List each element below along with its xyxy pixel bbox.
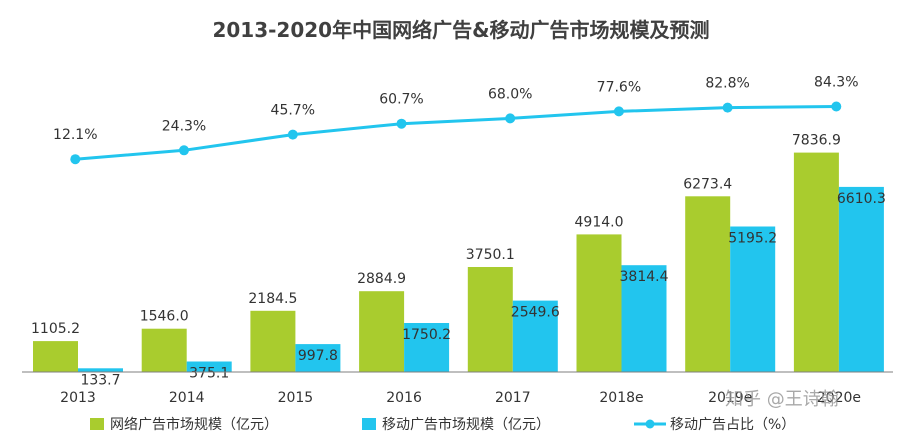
line-mobile-share bbox=[75, 105, 837, 161]
bar-mobile-ads-2013 bbox=[78, 368, 123, 372]
bar-mobile-ads-2015 bbox=[295, 344, 341, 372]
data-label-mobile-ads-2019e: 5195.2 bbox=[728, 231, 777, 247]
data-label-mobile-ads-2016: 1750.2 bbox=[402, 327, 451, 343]
x-tick-label-2017: 2017 bbox=[495, 390, 531, 406]
x-tick-label-2018e: 2018e bbox=[599, 390, 643, 406]
legend-swatch-mobile-share-marker bbox=[645, 419, 655, 429]
watermark: 知乎 @王诗翰 bbox=[725, 389, 839, 410]
bar-online-ads-2018e bbox=[576, 234, 622, 372]
data-label-mobile-ads-2017: 2549.6 bbox=[511, 305, 560, 321]
data-label-mobile-share-2014: 24.3% bbox=[162, 118, 206, 134]
data-label-online-ads-2017: 3750.1 bbox=[466, 247, 515, 263]
data-label-online-ads-2014: 1546.0 bbox=[140, 309, 189, 325]
labels-layer: 1105.2 133.7 1546.0 375.1 2184.5 997.8 2884.9 1… bbox=[31, 75, 886, 389]
point-mobile-share-2017 bbox=[505, 113, 516, 124]
data-label-online-ads-2015: 2184.5 bbox=[248, 291, 297, 307]
bar-mobile-ads-2019e bbox=[730, 226, 776, 372]
data-label-mobile-share-2016: 60.7% bbox=[379, 92, 423, 108]
data-label-mobile-share-2015: 45.7% bbox=[271, 103, 315, 119]
chart-title: 2013-2020年中国网络广告&移动广告市场规模及预测 bbox=[212, 18, 709, 42]
legend-swatch-online-ads bbox=[90, 418, 104, 430]
bar-online-ads-2019e bbox=[685, 196, 731, 372]
bar-mobile-ads-2016 bbox=[404, 323, 450, 372]
bar-mobile-ads-2020e bbox=[838, 186, 884, 372]
bar-online-ads-2020e bbox=[793, 152, 839, 372]
data-label-online-ads-2016: 2884.9 bbox=[357, 271, 406, 287]
data-label-online-ads-2018e: 4914.0 bbox=[575, 214, 624, 230]
data-label-mobile-share-2019e: 82.8% bbox=[705, 76, 749, 92]
bar-online-ads-2013 bbox=[33, 341, 78, 372]
data-label-mobile-share-2020e: 84.3% bbox=[814, 75, 858, 91]
bar-online-ads-2015 bbox=[250, 310, 296, 372]
x-tick-label-2013: 2013 bbox=[60, 390, 96, 406]
bar-online-ads-2016 bbox=[359, 291, 405, 372]
x-tick-label-2020e: 2020e bbox=[817, 390, 861, 406]
point-mobile-share-2013 bbox=[70, 154, 81, 165]
data-label-mobile-ads-2015: 997.8 bbox=[298, 348, 338, 364]
point-mobile-share-2014 bbox=[179, 145, 189, 156]
point-mobile-share-2020e bbox=[831, 101, 842, 112]
x-tick-label-2016: 2016 bbox=[386, 390, 422, 406]
data-label-mobile-ads-2020e: 6610.3 bbox=[837, 191, 886, 207]
bar-online-ads-2014 bbox=[141, 328, 187, 372]
x-tick-label-2014: 2014 bbox=[169, 390, 205, 406]
point-mobile-share-2015 bbox=[287, 129, 298, 140]
legend-swatch-mobile-ads bbox=[362, 418, 376, 430]
bar-online-ads-2017 bbox=[467, 267, 513, 372]
data-label-online-ads-2020e: 7836.9 bbox=[792, 133, 841, 149]
data-label-online-ads-2019e: 6273.4 bbox=[683, 176, 732, 192]
data-label-mobile-share-2013: 12.1% bbox=[53, 127, 97, 143]
bar-mobile-ads-2017 bbox=[512, 300, 558, 372]
legend-label-online-ads: 网络广告市场规模（亿元） bbox=[110, 416, 278, 433]
data-label-mobile-share-2018e: 77.6% bbox=[597, 79, 641, 95]
ticks-layer: 2013 2014 2015 2016 2017 2018e 2019e 2020e bbox=[60, 390, 861, 406]
point-mobile-share-2018e bbox=[613, 106, 624, 117]
data-label-online-ads-2013: 1105.2 bbox=[31, 321, 80, 337]
bar-mobile-ads-2018e bbox=[621, 265, 667, 372]
data-label-mobile-ads-2013: 133.7 bbox=[80, 372, 120, 388]
data-label-mobile-ads-2014: 375.1 bbox=[189, 366, 229, 382]
x-tick-label-2015: 2015 bbox=[278, 390, 314, 406]
legend-label-mobile-share: 移动广告占比（%） bbox=[670, 417, 795, 433]
line-layer bbox=[70, 101, 842, 165]
bars-layer bbox=[33, 152, 884, 372]
x-tick-label-2019e: 2019e bbox=[708, 390, 752, 406]
point-mobile-share-2016 bbox=[396, 118, 407, 129]
data-label-mobile-ads-2018e: 3814.4 bbox=[620, 269, 669, 285]
data-label-mobile-share-2017: 68.0% bbox=[488, 86, 532, 102]
bar-mobile-ads-2014 bbox=[186, 361, 232, 372]
legend-label-mobile-ads: 移动广告市场规模（亿元） bbox=[382, 416, 550, 433]
point-mobile-share-2019e bbox=[722, 102, 733, 113]
legend: 网络广告市场规模（亿元） 移动广告市场规模（亿元） 移动广告占比（%） bbox=[90, 416, 795, 433]
